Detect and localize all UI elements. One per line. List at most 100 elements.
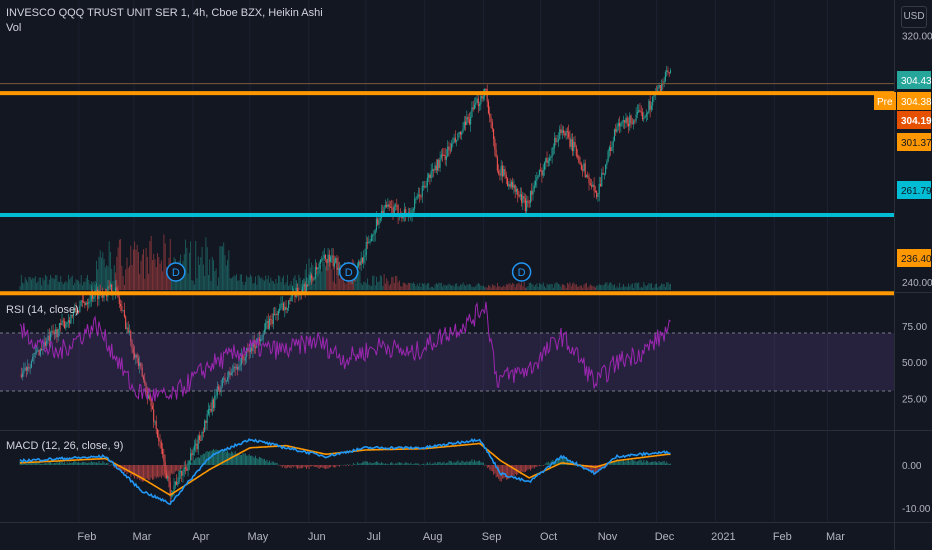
volume-bar	[402, 282, 404, 290]
candle-body	[52, 331, 54, 334]
volume-bar	[488, 285, 489, 290]
candle-body	[587, 175, 589, 177]
macd-histogram-bar	[55, 462, 57, 465]
candle-body	[593, 184, 595, 191]
macd-histogram-bar	[283, 465, 285, 466]
volume-bar	[510, 285, 512, 290]
candle-body	[552, 147, 554, 149]
macd-histogram-bar	[146, 465, 148, 479]
volume-bar	[444, 285, 446, 290]
volume-bar	[509, 283, 511, 290]
macd-histogram-bar	[563, 456, 565, 465]
candle-body	[69, 320, 71, 324]
macd-histogram-bar	[411, 464, 413, 465]
macd-histogram-bar	[393, 464, 395, 465]
candle-body	[205, 420, 207, 423]
candle-body	[21, 373, 24, 378]
candle-body	[106, 294, 108, 297]
macd-histogram-bar	[484, 465, 486, 466]
volume-bar	[554, 283, 556, 290]
volume-bar	[224, 255, 226, 290]
macd-histogram-bar	[264, 458, 265, 465]
macd-histogram-bar	[174, 465, 176, 472]
macd-histogram-bar	[496, 465, 498, 477]
macd-histogram-bar	[61, 460, 63, 465]
macd-histogram-bar	[356, 462, 358, 465]
volume-bar	[216, 285, 218, 290]
volume-bar	[102, 252, 104, 290]
candle-body	[471, 107, 473, 117]
candle-body	[571, 139, 574, 152]
macd-histogram-bar	[591, 465, 593, 472]
candle-body	[652, 97, 654, 106]
macd-histogram-bar	[435, 463, 437, 465]
volume-bar	[561, 284, 563, 290]
candle-body	[536, 177, 538, 181]
candle-body	[266, 320, 268, 323]
volume-bar	[93, 281, 95, 290]
candle-body	[71, 314, 73, 317]
macd-histogram-bar	[150, 465, 152, 478]
volume-bar	[66, 282, 68, 290]
candle-body	[120, 303, 122, 307]
candle-body	[186, 468, 188, 471]
candle-body	[574, 141, 576, 147]
candle-body	[209, 408, 211, 410]
volume-bar	[541, 284, 543, 290]
candle-body	[509, 184, 511, 187]
candle-body	[403, 209, 405, 216]
price-tag-value: 301.37	[901, 138, 932, 149]
candle-body	[638, 110, 640, 112]
macd-histogram-bar	[425, 463, 427, 465]
candle-body	[200, 440, 202, 442]
volume-bar	[73, 285, 74, 290]
macd-histogram-bar	[314, 465, 316, 467]
candle-body	[422, 185, 425, 187]
macd-histogram-bar	[80, 462, 82, 465]
volume-bar	[523, 282, 525, 290]
volume-bar	[368, 284, 370, 290]
candle-body	[111, 284, 113, 295]
time-axis-tick: Dec	[655, 531, 675, 543]
macd-histogram-bar	[36, 462, 38, 465]
macd-histogram-bar	[183, 465, 185, 466]
volume-bar	[639, 287, 641, 290]
macd-histogram-bar	[320, 465, 321, 468]
dividend-marker	[166, 262, 186, 282]
macd-histogram-bar	[220, 449, 222, 465]
candle-body	[131, 341, 133, 349]
volume-bar	[29, 276, 31, 290]
rsi-axis-tick: 25.00	[902, 394, 927, 405]
volume-bar	[237, 280, 239, 290]
volume-bar	[255, 276, 257, 290]
candle-body	[521, 194, 523, 203]
candle-body	[529, 190, 532, 203]
price-tag-value: 261.79	[901, 186, 932, 197]
candle-body	[141, 367, 143, 377]
volume-bar	[597, 285, 599, 290]
candle-body	[51, 331, 53, 333]
candle-body	[439, 157, 441, 168]
volume-bar	[318, 262, 320, 290]
candle-body	[29, 367, 31, 369]
candle-body	[202, 431, 204, 433]
volume-bar	[172, 273, 174, 290]
candle-body	[150, 399, 152, 407]
currency-button[interactable]: USD	[901, 6, 927, 28]
macd-histogram-bar	[344, 464, 346, 466]
candle-body	[456, 140, 458, 142]
volume-bar	[139, 273, 141, 290]
macd-histogram-bar	[154, 465, 156, 477]
candle-body	[429, 174, 431, 179]
volume-bar	[494, 285, 496, 290]
macd-histogram-bar	[140, 465, 142, 481]
candle-body	[323, 255, 325, 259]
candle-body	[457, 133, 459, 141]
time-axis-tick: Jun	[308, 531, 326, 543]
macd-histogram-bar	[112, 464, 114, 466]
candle-body	[444, 155, 446, 160]
macd-histogram-bar	[246, 455, 248, 465]
volume-bar	[457, 286, 459, 290]
volume-bar	[157, 253, 158, 290]
macd-histogram-bar	[373, 462, 375, 465]
